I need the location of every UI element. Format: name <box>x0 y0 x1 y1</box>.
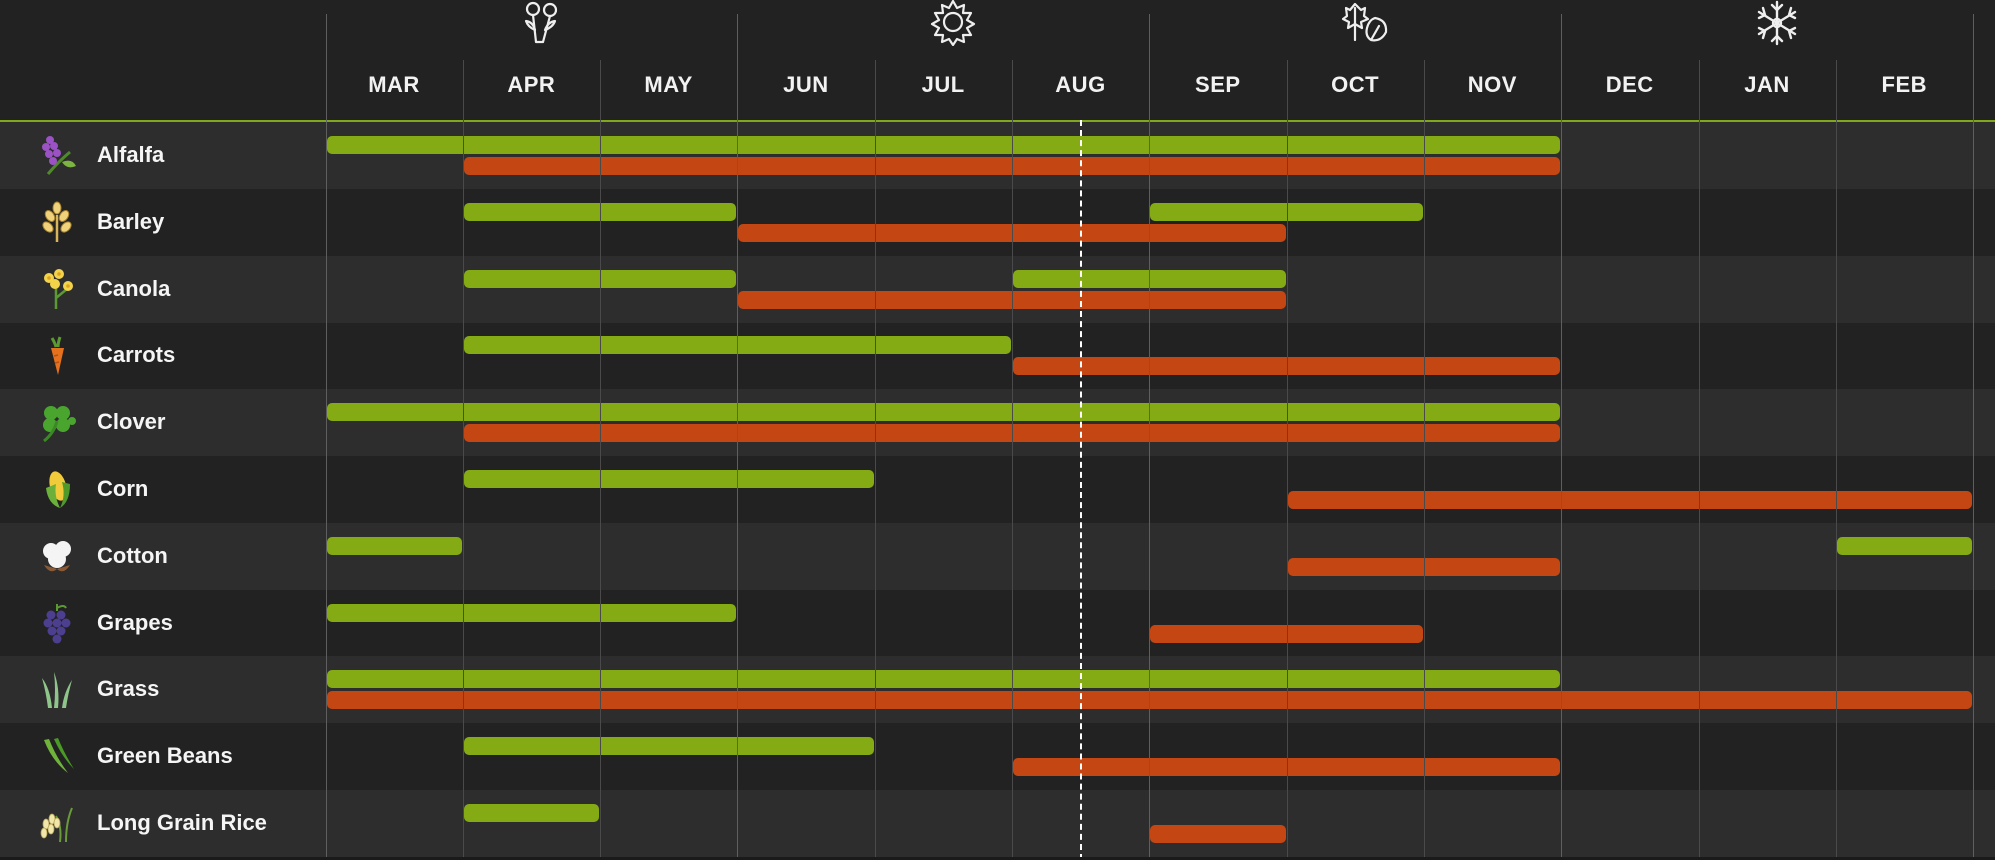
gridline <box>1012 60 1013 860</box>
crop-row-grapes: Grapes <box>0 590 1995 657</box>
harvest-period-bar <box>1150 825 1286 843</box>
crop-name: Carrots <box>97 342 176 368</box>
gridline <box>737 14 739 860</box>
crop-name: Grass <box>97 676 160 702</box>
corn-icon <box>36 468 78 510</box>
plant-period-bar <box>326 403 1561 422</box>
month-label-jul: JUL <box>921 72 965 97</box>
barley-icon <box>36 201 78 243</box>
crop-row-long-grain-rice: Long Grain Rice <box>0 790 1995 857</box>
harvest-period-bar <box>1287 491 1972 509</box>
month-label-sep: SEP <box>1195 72 1241 97</box>
snowflake-icon <box>1753 0 1801 46</box>
gridline <box>1698 60 1700 860</box>
season-icons-row <box>0 0 1995 60</box>
plant-period-bar <box>1836 536 1972 555</box>
crop-name: Grapes <box>97 609 173 635</box>
crop-name: Corn <box>97 476 149 501</box>
plant-period-bar <box>326 670 1561 689</box>
clover-icon <box>36 401 78 443</box>
gridline <box>1561 14 1563 860</box>
header-divider <box>0 120 1995 122</box>
grass-icon <box>36 668 78 710</box>
month-label-may: MAY <box>644 72 693 97</box>
plant-period-bar <box>463 470 874 488</box>
current-date-marker <box>1079 120 1082 860</box>
carrot-icon <box>36 334 78 376</box>
alfalfa-icon <box>36 134 78 176</box>
cotton-icon <box>36 535 78 577</box>
month-label-apr: APR <box>507 72 556 97</box>
month-label-nov: NOV <box>1467 72 1517 97</box>
month-label-aug: AUG <box>1055 72 1106 97</box>
green-beans-icon <box>36 735 78 777</box>
crop-name: Cotton <box>97 542 168 568</box>
month-label-oct: OCT <box>1331 72 1380 97</box>
month-label-jan: JAN <box>1744 72 1790 97</box>
gridline <box>1835 60 1837 860</box>
plant-period-bar <box>326 136 1561 154</box>
plant-period-bar <box>463 737 874 756</box>
gridline <box>600 60 602 860</box>
flowers-icon <box>517 0 565 46</box>
plant-period-bar <box>463 804 600 822</box>
grapes-icon <box>36 602 78 644</box>
crop-name: Canola <box>97 275 171 301</box>
month-label-dec: DEC <box>1605 72 1654 97</box>
canola-icon <box>36 268 78 310</box>
month-label-mar: MAR <box>368 72 420 97</box>
rice-icon <box>36 802 78 844</box>
crop-row-carrots: Carrots <box>0 322 1995 389</box>
gridline <box>1286 60 1288 860</box>
plant-period-bar <box>326 536 462 555</box>
crop-name: Alfalfa <box>97 142 165 167</box>
gridline <box>462 60 464 860</box>
crop-name: Clover <box>97 409 166 435</box>
crop-row-barley: Barley <box>0 189 1995 256</box>
month-label-jun: JUN <box>783 72 829 97</box>
gridline <box>1973 14 1975 860</box>
gridline <box>874 60 876 860</box>
crop-name: Barley <box>97 208 165 234</box>
sun-icon <box>929 0 977 46</box>
crop-name: Green Beans <box>97 743 233 769</box>
crop-row-cotton: Cotton <box>0 522 1995 590</box>
gridline <box>1423 60 1425 860</box>
crop-row-canola: Canola <box>0 255 1995 323</box>
month-label-feb: FEB <box>1881 72 1928 97</box>
gridline <box>1149 14 1151 860</box>
gridline <box>325 14 327 860</box>
crop-name: Long Grain Rice <box>97 810 267 835</box>
bottom-border <box>0 857 1995 860</box>
crop-row-clover: Clover <box>0 389 1995 457</box>
plant-period-bar <box>326 603 737 622</box>
leaves-icon <box>1341 0 1389 46</box>
crop-row-alfalfa: Alfalfa <box>0 122 1995 189</box>
crop-row-grass: Grass <box>0 656 1995 724</box>
crop-row-green-beans: Green Beans <box>0 723 1995 790</box>
crop-row-corn: Corn <box>0 456 1995 523</box>
